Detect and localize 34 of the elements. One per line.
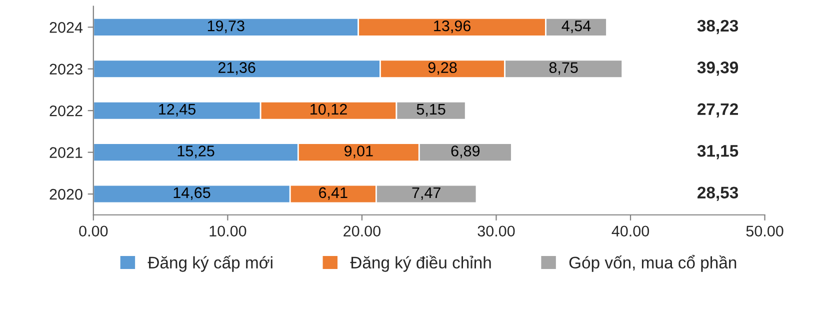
x-tick-label: 20.00 [344, 226, 380, 237]
x-tick-label: 30.00 [478, 226, 515, 237]
data-label: 9,28 [428, 62, 457, 75]
y-tick-label: 2021 [50, 147, 82, 158]
y-tick-label: 2020 [50, 188, 82, 200]
legend-label: Đăng ký cấp mới [148, 256, 272, 272]
data-label: 5,15 [416, 104, 446, 117]
data-label: 13,96 [434, 20, 470, 34]
y-tick-label: 2024 [50, 22, 83, 33]
data-label: 10,12 [310, 104, 347, 117]
data-label: 12,45 [159, 104, 196, 117]
legend-label: Góp vốn, mua cổ phần [569, 254, 736, 272]
annotation: 38,23 [697, 20, 738, 34]
data-label: 8,75 [549, 62, 578, 75]
x-tick-label: 40.00 [612, 226, 650, 237]
legend-label: Đăng ký điều chỉnh [350, 256, 491, 272]
y-tick-label: 2022 [50, 105, 82, 116]
annotation: 39,39 [697, 62, 738, 76]
data-label: 6,89 [451, 146, 480, 158]
data-label: 14,65 [174, 187, 210, 200]
data-label: 21,36 [218, 62, 256, 75]
annotation: 31,15 [697, 144, 738, 160]
x-tick-label: 50.00 [746, 226, 784, 237]
x-tick-label: 10.00 [210, 226, 246, 237]
data-label: 6,41 [319, 187, 348, 200]
data-label: 15,25 [178, 146, 214, 158]
data-label: 7,47 [412, 187, 440, 200]
y-tick-label: 2023 [50, 64, 82, 75]
data-label: 4,54 [562, 20, 591, 34]
annotation: 28,53 [698, 186, 738, 201]
x-tick-label: 0.00 [79, 226, 108, 237]
data-label: 9,01 [344, 146, 373, 158]
data-label: 19,73 [208, 20, 244, 34]
annotation: 27,72 [698, 103, 738, 118]
